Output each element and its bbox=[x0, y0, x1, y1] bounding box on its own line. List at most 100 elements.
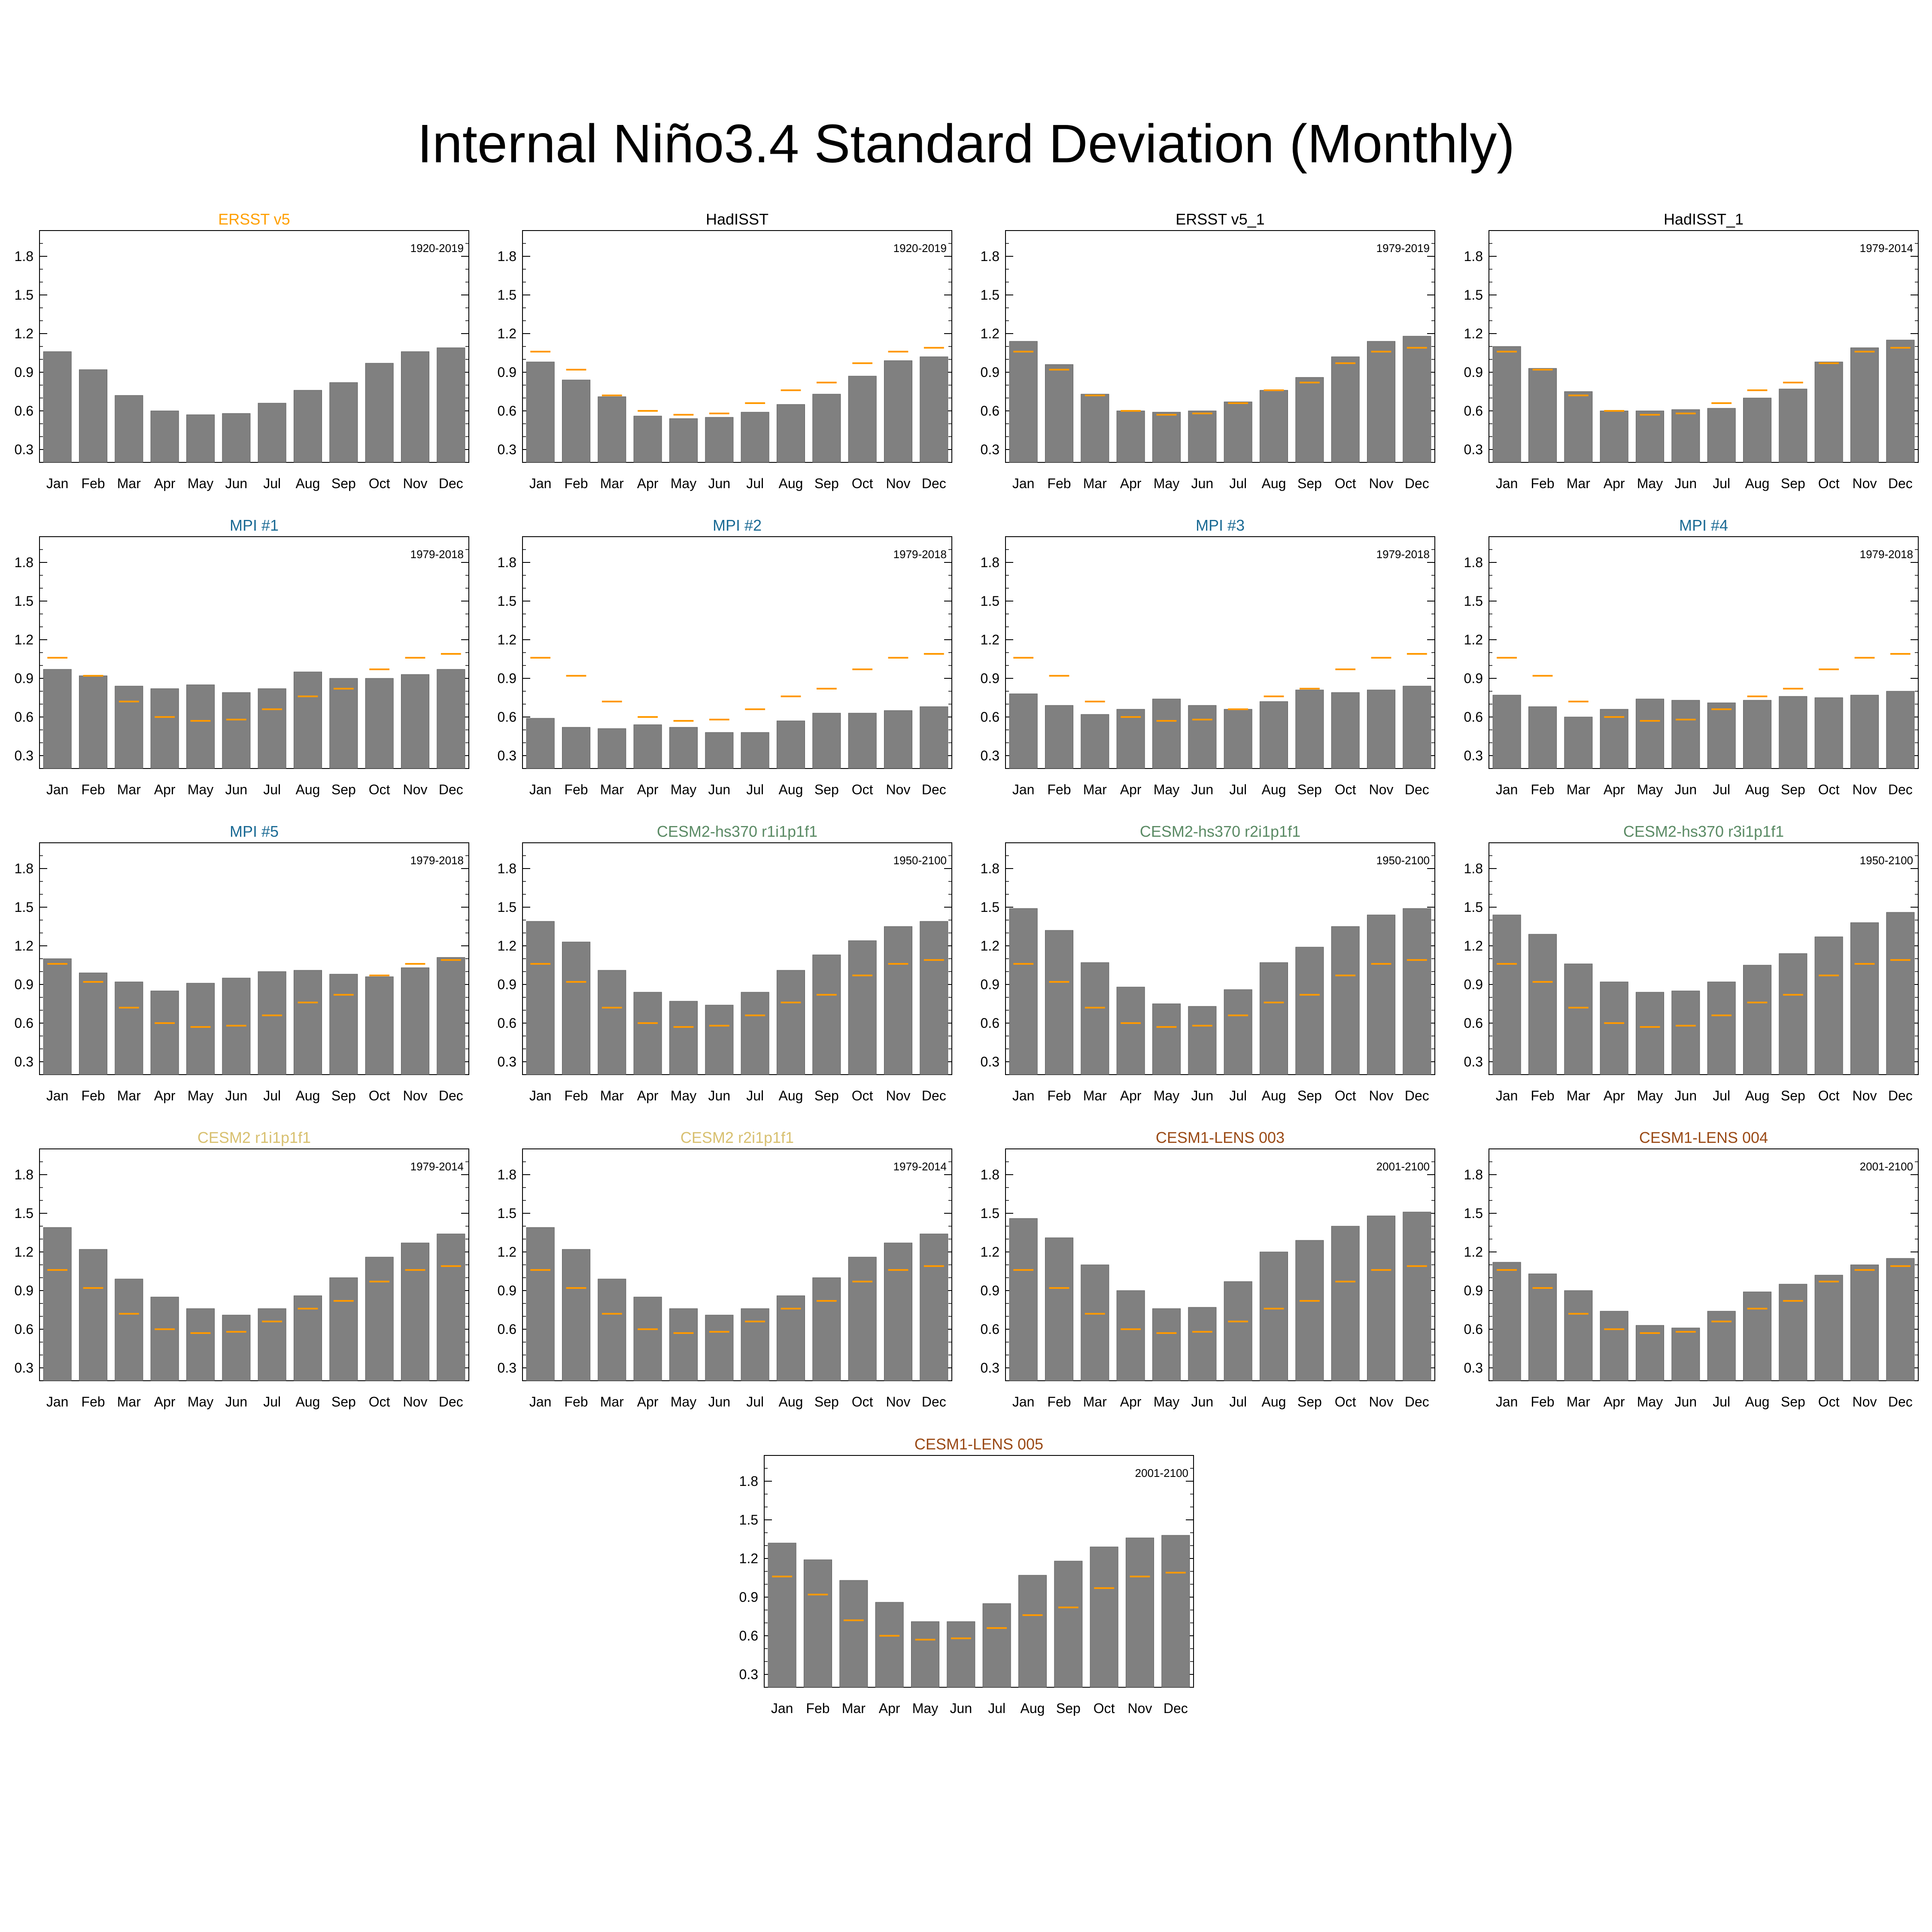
bar bbox=[1188, 705, 1217, 769]
period-label: 1979-2014 bbox=[410, 1160, 464, 1173]
bar bbox=[1600, 410, 1628, 463]
bar bbox=[1743, 1291, 1771, 1381]
bar bbox=[1671, 700, 1700, 769]
y-tick-label: 1.2 bbox=[981, 1244, 999, 1260]
x-tick-label: Mar bbox=[117, 476, 141, 491]
panel-title: ERSST v5 bbox=[218, 210, 290, 228]
x-tick-label: Apr bbox=[154, 1088, 176, 1103]
x-tick-label: Jan bbox=[529, 1088, 552, 1103]
y-tick-label: 1.2 bbox=[1464, 632, 1483, 647]
x-tick-label: Oct bbox=[369, 1394, 390, 1410]
panel-title: CESM1-LENS 003 bbox=[1156, 1129, 1285, 1146]
x-tick-label: May bbox=[1154, 1394, 1179, 1410]
bar bbox=[562, 727, 590, 769]
bar bbox=[920, 1233, 948, 1381]
y-tick-label: 1.2 bbox=[498, 632, 516, 647]
bar bbox=[1814, 361, 1843, 463]
bar bbox=[115, 1279, 143, 1381]
x-tick-label: Jan bbox=[1012, 1088, 1035, 1103]
x-tick-label: Jun bbox=[225, 476, 248, 491]
chart-panel: 0.3 0.6 0.9 1.2 1.5 1.8 Jan Feb Mar Apr May Jun Jul A… bbox=[981, 1129, 1435, 1410]
y-tick-label: 0.6 bbox=[15, 1321, 33, 1337]
y-tick-label: 1.2 bbox=[15, 938, 33, 954]
bar bbox=[437, 1233, 465, 1381]
bar bbox=[875, 1602, 904, 1688]
bar bbox=[669, 418, 698, 463]
x-tick-label: Mar bbox=[600, 476, 624, 491]
y-tick-label: 1.8 bbox=[1464, 555, 1483, 570]
x-tick-label: Jun bbox=[1191, 476, 1214, 491]
x-tick-label: Aug bbox=[779, 1394, 803, 1410]
y-tick-label: 1.8 bbox=[15, 555, 33, 570]
x-tick-label: May bbox=[1637, 476, 1663, 491]
x-tick-label: Jun bbox=[225, 782, 248, 797]
x-tick-label: May bbox=[188, 1088, 213, 1103]
x-tick-label: May bbox=[1154, 476, 1179, 491]
bar bbox=[741, 412, 769, 463]
bar bbox=[1528, 934, 1557, 1075]
y-tick-label: 0.3 bbox=[498, 748, 516, 763]
bar bbox=[1116, 1290, 1145, 1381]
bar bbox=[329, 1277, 358, 1381]
bar bbox=[633, 1297, 662, 1381]
y-tick-label: 1.5 bbox=[981, 593, 999, 609]
x-tick-label: Dec bbox=[439, 782, 463, 797]
bar bbox=[804, 1559, 832, 1688]
x-tick-label: Jul bbox=[263, 1088, 281, 1103]
bar bbox=[1116, 709, 1145, 769]
period-label: 1950-2100 bbox=[1860, 854, 1913, 867]
y-tick-label: 1.5 bbox=[981, 1206, 999, 1221]
x-tick-label: May bbox=[188, 782, 213, 797]
x-tick-label: Mar bbox=[117, 782, 141, 797]
y-tick-label: 0.9 bbox=[981, 671, 999, 686]
x-tick-label: Sep bbox=[814, 1088, 839, 1103]
y-tick-label: 0.6 bbox=[1464, 1321, 1483, 1337]
x-tick-label: Jul bbox=[746, 476, 764, 491]
y-tick-label: 1.5 bbox=[1464, 899, 1483, 915]
y-tick-label: 1.5 bbox=[981, 287, 999, 303]
x-tick-label: Jul bbox=[1229, 476, 1247, 491]
bar bbox=[79, 369, 107, 463]
x-tick-label: Jan bbox=[1496, 1394, 1518, 1410]
x-tick-label: Apr bbox=[1604, 476, 1625, 491]
bar bbox=[1116, 410, 1145, 463]
x-tick-label: Sep bbox=[1297, 782, 1322, 797]
bar bbox=[598, 1279, 626, 1381]
x-tick-label: Jan bbox=[1012, 476, 1035, 491]
period-label: 2001-2100 bbox=[1376, 1160, 1430, 1173]
y-tick-label: 0.9 bbox=[981, 977, 999, 992]
y-tick-label: 0.3 bbox=[15, 1054, 33, 1069]
bar bbox=[1403, 686, 1431, 769]
panel-title: CESM1-LENS 005 bbox=[914, 1435, 1043, 1453]
x-tick-label: Jul bbox=[263, 476, 281, 491]
y-tick-label: 1.2 bbox=[981, 632, 999, 647]
x-tick-label: Feb bbox=[1531, 1394, 1554, 1410]
bar bbox=[401, 967, 429, 1075]
x-tick-label: Sep bbox=[331, 1394, 356, 1410]
x-tick-label: Oct bbox=[1094, 1701, 1115, 1716]
x-tick-label: Dec bbox=[1405, 1394, 1429, 1410]
y-tick-label: 0.9 bbox=[498, 1283, 516, 1298]
bar bbox=[1492, 346, 1521, 463]
y-tick-label: 0.3 bbox=[1464, 1360, 1483, 1376]
y-tick-label: 1.2 bbox=[1464, 326, 1483, 341]
bar bbox=[1814, 936, 1843, 1075]
x-tick-label: Feb bbox=[564, 476, 588, 491]
bar bbox=[329, 678, 358, 769]
x-tick-label: Apr bbox=[1604, 1394, 1625, 1410]
chart-panel: 0.3 0.6 0.9 1.2 1.5 1.8 Jan Feb Mar Apr May Jun Jul A… bbox=[498, 516, 952, 797]
bar bbox=[669, 727, 698, 769]
bar bbox=[1331, 356, 1360, 463]
bar bbox=[1492, 1262, 1521, 1381]
bar bbox=[1081, 714, 1109, 769]
bar bbox=[294, 1295, 322, 1381]
x-tick-label: Aug bbox=[296, 782, 320, 797]
y-tick-label: 1.5 bbox=[15, 593, 33, 609]
chart-panel: 0.3 0.6 0.9 1.2 1.5 1.8 Jan Feb Mar Apr May Jun Jul A… bbox=[981, 823, 1435, 1103]
bar bbox=[669, 1308, 698, 1381]
bar bbox=[222, 1315, 251, 1381]
bar bbox=[1367, 341, 1395, 463]
y-tick-label: 0.6 bbox=[739, 1628, 758, 1643]
bar bbox=[1009, 693, 1038, 769]
chart-panel: 0.3 0.6 0.9 1.2 1.5 1.8 Jan Feb Mar Apr May Jun Jul A… bbox=[15, 823, 469, 1103]
